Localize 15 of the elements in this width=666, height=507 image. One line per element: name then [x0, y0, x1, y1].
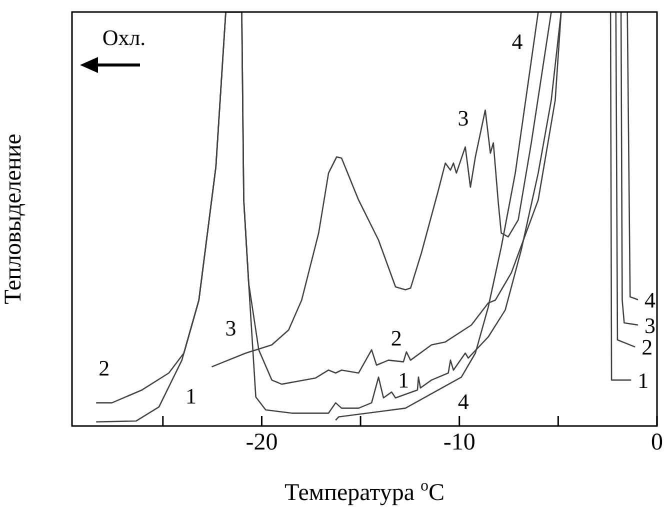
text: 4	[458, 388, 469, 414]
annotation: Охл.	[102, 24, 146, 50]
y-axis-title: Тепловыделение	[0, 134, 27, 304]
text: 4	[512, 28, 523, 54]
x-tick-label: -10	[443, 430, 476, 456]
text: 3	[225, 316, 236, 341]
text: 1	[185, 384, 196, 409]
text: 1	[638, 368, 649, 393]
series-label: 1	[398, 368, 410, 393]
series-label: 4	[644, 288, 656, 313]
text: 3	[458, 106, 469, 131]
series-label: 2	[390, 326, 402, 351]
x-tick-label: 0	[651, 430, 663, 456]
text: 2	[98, 356, 110, 381]
x-tick-label: -20	[246, 430, 278, 456]
